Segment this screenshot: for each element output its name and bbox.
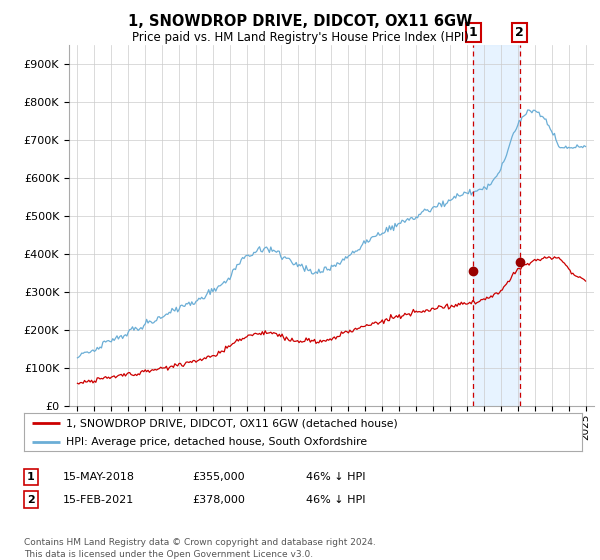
Text: 15-MAY-2018: 15-MAY-2018 — [63, 472, 135, 482]
Text: HPI: Average price, detached house, South Oxfordshire: HPI: Average price, detached house, Sout… — [66, 437, 367, 447]
Text: 1, SNOWDROP DRIVE, DIDCOT, OX11 6GW: 1, SNOWDROP DRIVE, DIDCOT, OX11 6GW — [128, 14, 472, 29]
Text: Price paid vs. HM Land Registry's House Price Index (HPI): Price paid vs. HM Land Registry's House … — [131, 31, 469, 44]
Text: 1: 1 — [469, 26, 478, 39]
Text: 1, SNOWDROP DRIVE, DIDCOT, OX11 6GW (detached house): 1, SNOWDROP DRIVE, DIDCOT, OX11 6GW (det… — [66, 418, 398, 428]
Text: 46% ↓ HPI: 46% ↓ HPI — [306, 472, 365, 482]
Text: Contains HM Land Registry data © Crown copyright and database right 2024.
This d: Contains HM Land Registry data © Crown c… — [24, 538, 376, 559]
Text: £355,000: £355,000 — [192, 472, 245, 482]
Text: 1: 1 — [27, 472, 35, 482]
Bar — [473, 45, 520, 406]
Text: 15-FEB-2021: 15-FEB-2021 — [63, 494, 134, 505]
Text: 46% ↓ HPI: 46% ↓ HPI — [306, 494, 365, 505]
Text: 2: 2 — [27, 494, 35, 505]
Text: £378,000: £378,000 — [192, 494, 245, 505]
Text: 2: 2 — [515, 26, 524, 39]
